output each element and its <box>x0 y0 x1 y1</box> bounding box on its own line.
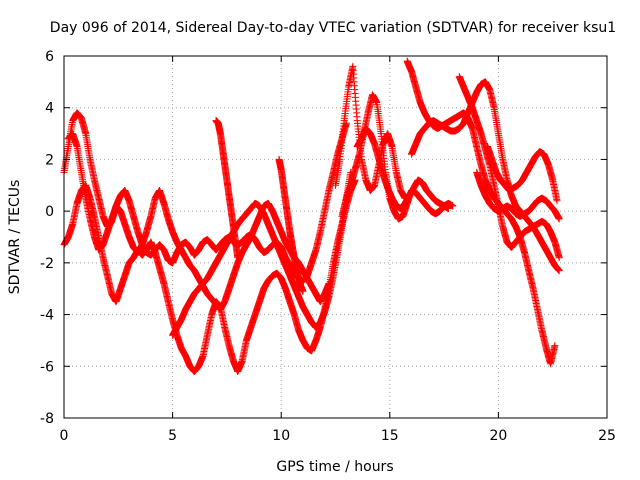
data-markers <box>60 57 563 375</box>
chart-title: Day 096 of 2014, Sidereal Day-to-day VTE… <box>50 20 616 36</box>
